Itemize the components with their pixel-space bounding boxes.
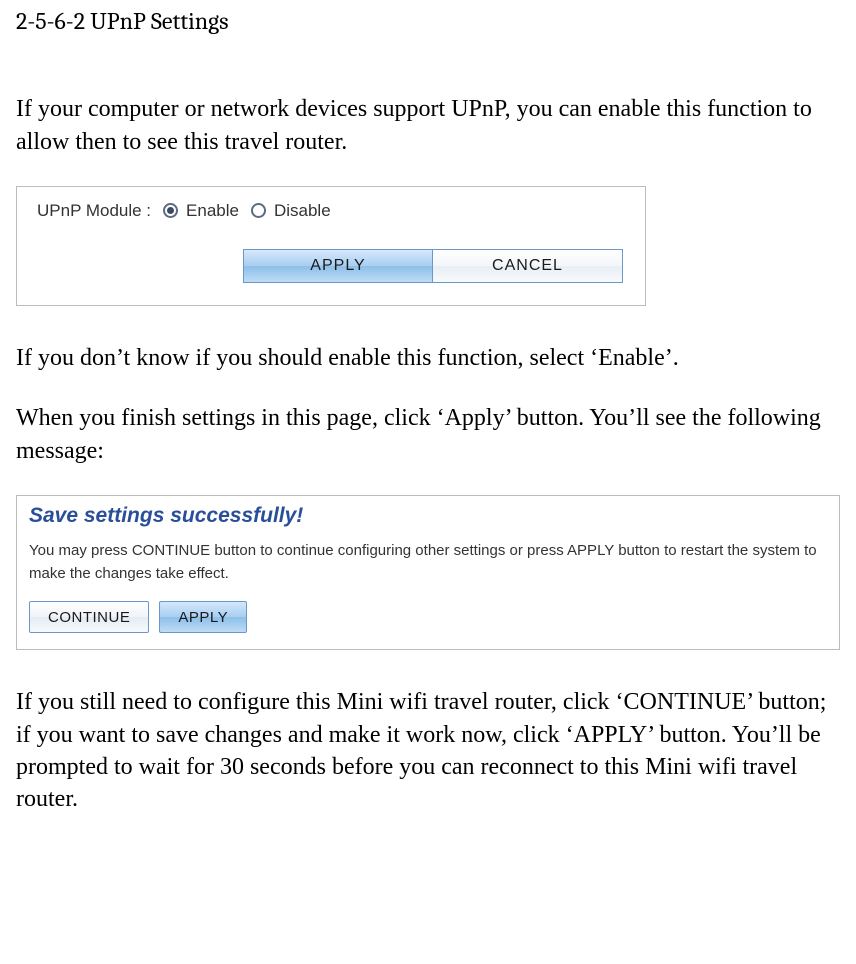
apply-button[interactable]: APPLY [243, 249, 433, 283]
upnp-module-label: UPnP Module : [37, 201, 151, 221]
save-settings-panel: Save settings successfully! You may pres… [16, 495, 840, 650]
radio-enable[interactable] [163, 203, 178, 218]
save-settings-title: Save settings successfully! [17, 496, 839, 536]
upnp-settings-panel: UPnP Module : Enable Disable APPLY CANCE… [16, 186, 646, 306]
intro-paragraph: If your computer or network devices supp… [16, 93, 840, 158]
section-heading: 2-5-6-2 UPnP Settings [16, 6, 840, 37]
save-settings-body: You may press CONTINUE button to continu… [17, 536, 839, 601]
radio-disable-label: Disable [274, 201, 331, 221]
upnp-module-row: UPnP Module : Enable Disable [33, 201, 629, 221]
mid-paragraph-2: When you finish settings in this page, c… [16, 402, 840, 467]
continue-button[interactable]: CONTINUE [29, 601, 149, 633]
cancel-button[interactable]: CANCEL [433, 249, 623, 283]
apply-button-2[interactable]: APPLY [159, 601, 247, 633]
radio-disable[interactable] [251, 203, 266, 218]
outro-paragraph: If you still need to configure this Mini… [16, 686, 840, 816]
radio-enable-label: Enable [186, 201, 239, 221]
mid-paragraph-1: If you don’t know if you should enable t… [16, 342, 840, 374]
